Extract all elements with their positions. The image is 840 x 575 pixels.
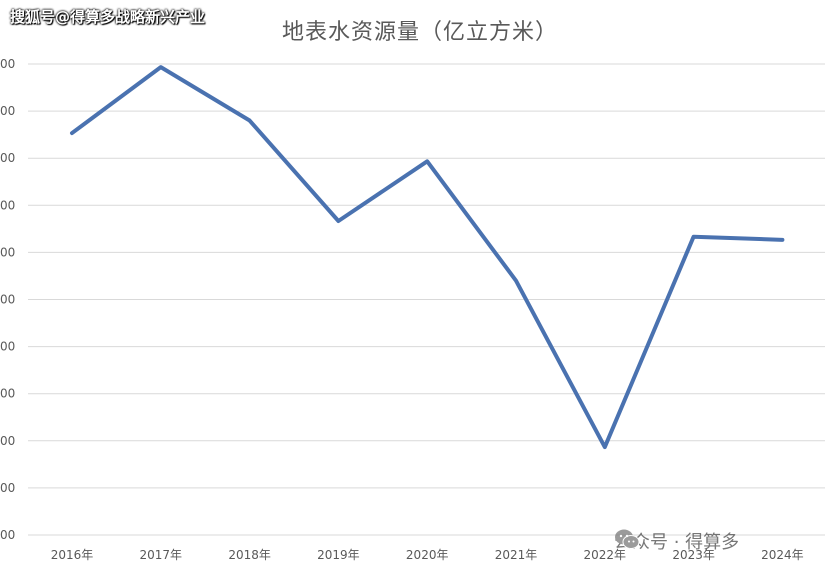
watermark-top: 搜狐号@得算多战略新兴产业 — [10, 8, 206, 26]
chart-title: 地表水资源量（亿立方米） — [281, 20, 558, 45]
y-tick-label: 00 — [0, 151, 15, 165]
y-tick-label: 00 — [0, 481, 15, 495]
series-group — [70, 65, 785, 450]
x-tick-label: 2020年 — [406, 548, 449, 562]
x-axis-ticks: 2016年 2017年 2018年 2019年 2020年 2021年 2022年 2023年… — [51, 548, 804, 562]
y-tick-label: 00 — [0, 434, 15, 448]
gridlines — [28, 63, 825, 536]
x-tick-label: 2022年 — [584, 548, 627, 562]
x-tick-label: 2017年 — [140, 548, 183, 562]
x-tick-label: 2016年 — [51, 548, 94, 562]
watermark-bottom: 公众号 · 得算多 — [614, 528, 739, 554]
y-tick-label: 00 — [0, 245, 15, 259]
x-tick-label: 2023年 — [672, 548, 715, 562]
x-tick-label: 2021年 — [495, 548, 538, 562]
y-tick-label: 00 — [0, 57, 15, 71]
series-line — [70, 65, 785, 450]
y-tick-label: 00 — [0, 340, 15, 354]
y-tick-label: 00 — [0, 198, 15, 212]
y-tick-label: 00 — [0, 293, 15, 307]
x-tick-label: 2019年 — [317, 548, 360, 562]
wechat-icon — [615, 529, 640, 549]
y-tick-label: 00 — [0, 104, 15, 118]
watermark-bottom-text: 公众号 · 得算多 — [614, 532, 740, 553]
y-tick-label: 00 — [0, 387, 15, 401]
y-tick-label: 00 — [0, 528, 15, 542]
x-tick-label: 2024年 — [761, 548, 804, 562]
y-axis-ticks: 00 00 00 00 00 00 00 00 00 00 00 — [0, 57, 15, 542]
x-tick-label: 2018年 — [228, 548, 271, 562]
